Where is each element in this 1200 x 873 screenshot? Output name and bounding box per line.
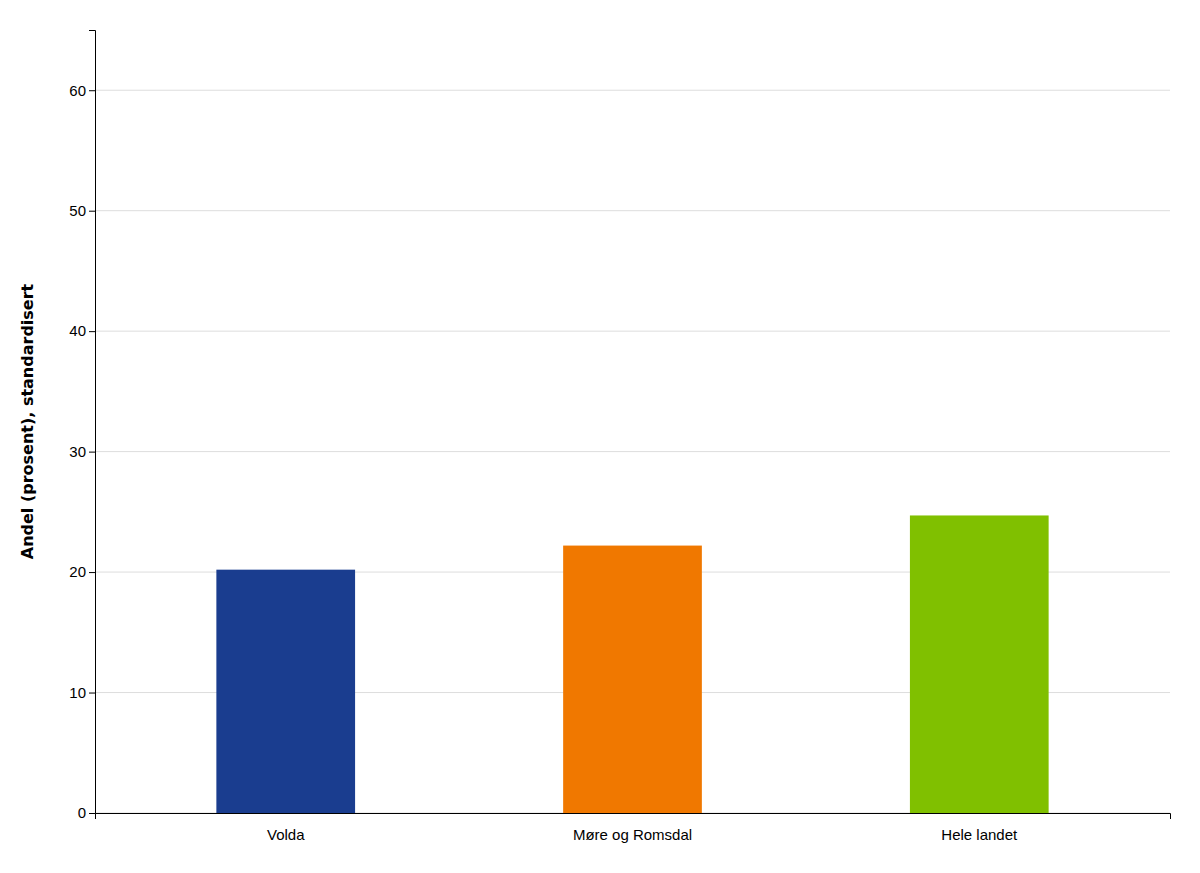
tick-label: 60: [69, 82, 86, 99]
y-tick: 60: [69, 82, 95, 99]
tick-mark: [89, 331, 95, 332]
grid: [95, 90, 1170, 813]
plot: 0 10 20 30 40 50 60 Volda Møre og Romsdal Hele la…: [69, 31, 1170, 844]
tick-mark: [89, 211, 95, 212]
tick-mark: [89, 813, 95, 814]
grid-line: [95, 331, 1170, 332]
x-tick: Møre og Romsdal: [573, 826, 692, 843]
y-tick: 30: [69, 443, 95, 460]
tick-mark: [89, 572, 95, 573]
y-tick: 0: [78, 804, 95, 821]
tick-label: Hele landet: [941, 826, 1018, 843]
tick-label: 40: [69, 322, 86, 339]
tick-mark: [89, 452, 95, 453]
y-axis: 0 10 20 30 40 50 60: [69, 31, 95, 822]
tick-mark: [89, 90, 95, 91]
x-axis: Volda Møre og Romsdal Hele landet: [96, 814, 1171, 844]
y-tick: 20: [69, 563, 95, 580]
y-tick: 10: [69, 684, 95, 701]
tick-label: 20: [69, 563, 86, 580]
axis-line: [96, 814, 1171, 820]
chart-container: 0 10 20 30 40 50 60 Volda Møre og Romsdal Hele la…: [0, 0, 1200, 873]
x-tick: Volda: [267, 826, 305, 843]
tick-mark: [89, 693, 95, 694]
chart-svg: 0 10 20 30 40 50 60 Volda Møre og Romsdal Hele la…: [0, 0, 1200, 873]
tick-label: 0: [78, 804, 86, 821]
bar: [563, 546, 702, 813]
bar: [910, 515, 1049, 813]
y-tick: 40: [69, 322, 95, 339]
bars: [216, 515, 1048, 813]
bar: [216, 570, 355, 813]
y-axis-title: Andel (prosent), standardisert: [18, 283, 37, 559]
tick-label: Volda: [267, 826, 305, 843]
grid-line: [95, 210, 1170, 211]
tick-label: Møre og Romsdal: [573, 826, 692, 843]
tick-label: 10: [69, 684, 86, 701]
y-tick: 50: [69, 202, 95, 219]
x-tick: Hele landet: [941, 826, 1018, 843]
axis-line: [89, 31, 96, 814]
tick-label: 50: [69, 202, 86, 219]
grid-line: [95, 90, 1170, 91]
tick-label: 30: [69, 443, 86, 460]
grid-line: [95, 451, 1170, 452]
